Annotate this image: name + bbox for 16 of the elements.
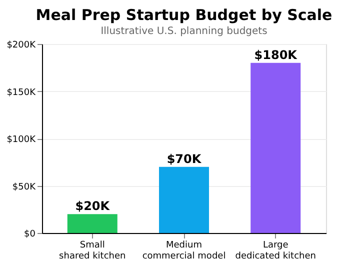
y-tick-label: $0 [24, 230, 36, 240]
chart-title: Meal Prep Startup Budget by Scale [36, 6, 332, 24]
bar [250, 62, 301, 233]
data-label: $70K [166, 152, 202, 166]
data-label: $180K [254, 48, 298, 62]
y-tick-label: $150K [6, 88, 37, 98]
y-tick-label: $200K [6, 40, 37, 50]
x-tick-label: Small shared kitchen [59, 240, 126, 262]
x-tick-label: Medium commercial model [142, 240, 226, 262]
y-tick-label: $50K [12, 182, 37, 192]
x-tick-label: Large dedicated kitchen [235, 240, 316, 262]
y-tick-label: $100K [6, 135, 37, 145]
data-label: $20K [75, 199, 110, 214]
bar [159, 166, 209, 233]
bar [67, 214, 118, 233]
chart-subtitle: Illustrative U.S. planning budgets [100, 26, 268, 37]
